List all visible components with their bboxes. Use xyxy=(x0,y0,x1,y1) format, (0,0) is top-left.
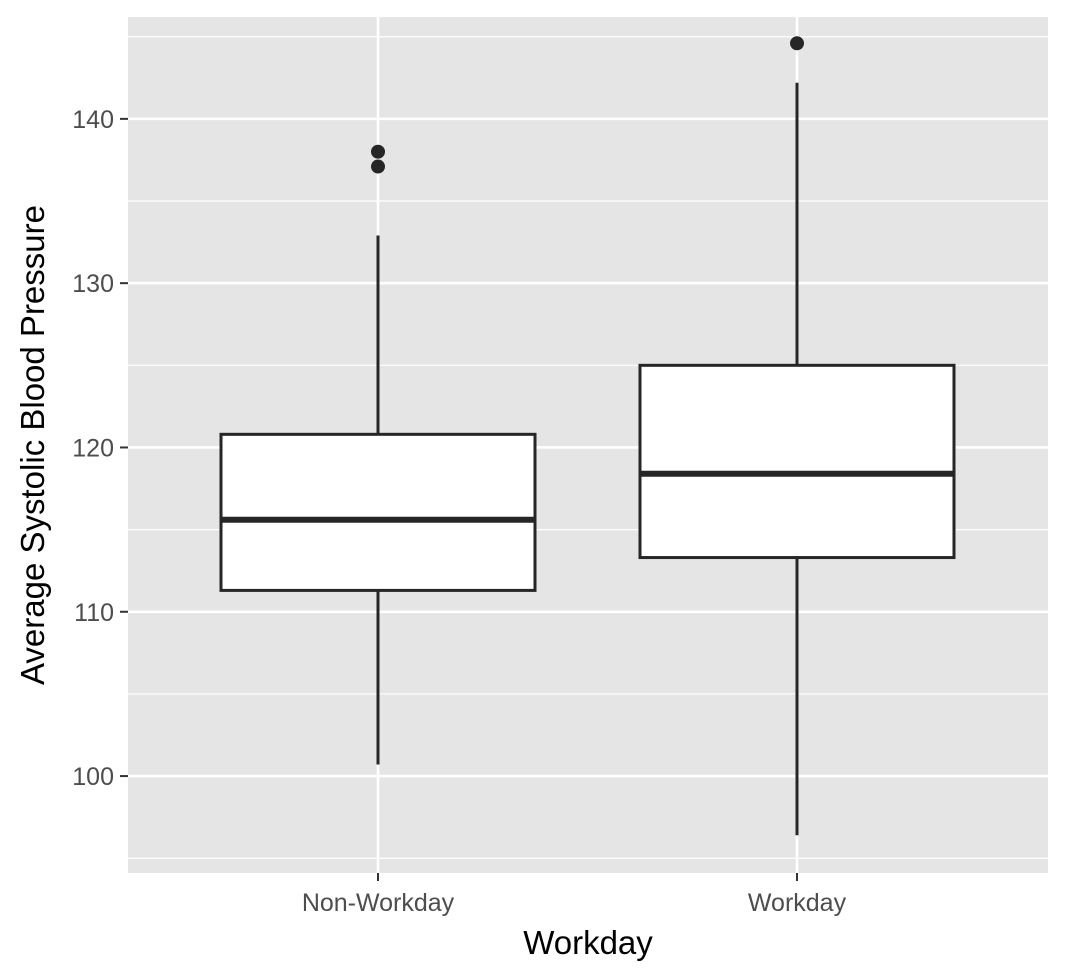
iqr-box xyxy=(638,363,956,560)
y-tick-label: 110 xyxy=(74,599,114,627)
outlier-point xyxy=(371,159,385,174)
y-tick-label: 140 xyxy=(72,106,114,134)
outlier-point xyxy=(371,144,385,159)
box-group xyxy=(638,36,956,836)
y-axis-title: Average Systolic Blood Pressure xyxy=(14,205,51,685)
x-tick-label: Non-Workday xyxy=(302,889,455,917)
y-tick-label: 100 xyxy=(72,763,114,791)
y-tick-label: 130 xyxy=(72,270,114,298)
box-group xyxy=(219,144,537,765)
y-tick-label: 120 xyxy=(72,434,114,462)
boxes xyxy=(219,36,956,836)
x-tick-label: Workday xyxy=(748,889,847,917)
x-axis-title: Workday xyxy=(523,924,653,961)
iqr-box xyxy=(219,432,537,592)
axes: 100 110 120 130 140 Non-Workday Workday xyxy=(72,106,846,917)
outlier-point xyxy=(790,36,804,51)
